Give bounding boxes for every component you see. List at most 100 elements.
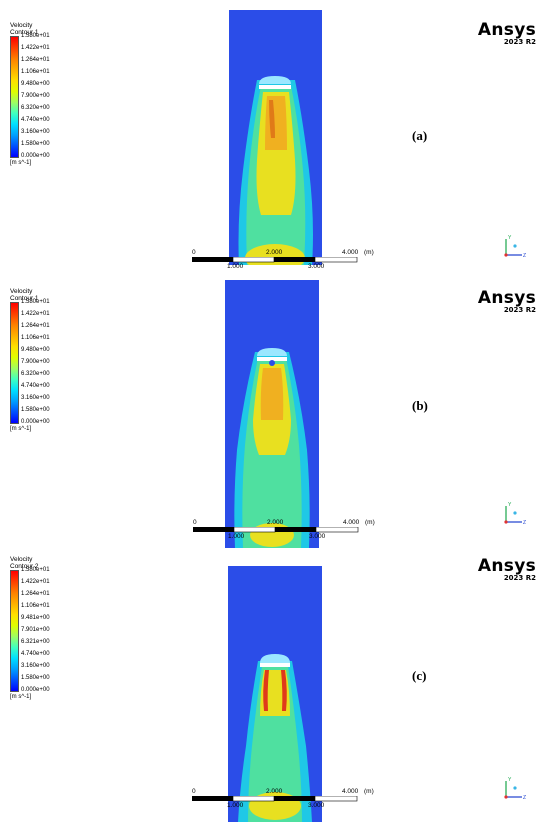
inlet-cap xyxy=(260,654,290,663)
scale-seg-4 xyxy=(315,527,359,533)
colorbar-tick-label: 6.320e+00 xyxy=(21,105,50,111)
axis-triad-icon: Y Z xyxy=(504,502,526,526)
scale-label-4: 4.000 xyxy=(342,249,359,256)
axis-y-label: Y xyxy=(508,777,512,783)
scale-seg-3 xyxy=(275,527,316,532)
velocity-contour-plot xyxy=(229,10,322,265)
scale-bar: 0 2.000 4.000 (m) 1.000 3.000 xyxy=(192,248,374,272)
panel-tag: (b) xyxy=(412,398,428,413)
colorbar xyxy=(10,36,19,158)
contour-band-orange xyxy=(260,368,284,420)
colorbar-tick-label: 1.580e+01 xyxy=(21,33,50,39)
scale-seg-2 xyxy=(233,527,276,533)
contour-jet-red-left xyxy=(263,670,269,711)
axis-z-label: Z xyxy=(523,520,526,526)
scale-label-3: 3.000 xyxy=(308,802,325,809)
scale-bar-segments xyxy=(192,796,358,802)
brand-version: 2023 R2 xyxy=(503,306,536,314)
velocity-contour-plot xyxy=(228,566,322,822)
scale-bar-segments xyxy=(193,527,359,533)
scale-seg-4 xyxy=(314,796,358,802)
colorbar-tick-label: 9.480e+00 xyxy=(21,81,50,87)
scale-label-2: 2.000 xyxy=(266,249,283,256)
ansys-logo: Ansys 2023 R2 xyxy=(478,556,536,582)
brand-name: Ansys xyxy=(477,288,536,308)
legend-subtitle: Contour 1 xyxy=(10,29,39,36)
legend-title: Velocity xyxy=(10,22,33,29)
contour-jet-red-right xyxy=(281,670,287,711)
axis-z-label: Z xyxy=(523,795,526,801)
axis-triad-icon: Y Z xyxy=(504,235,526,259)
legend-title: Velocity xyxy=(10,556,33,563)
colorbar-tick-label: 1.264e+01 xyxy=(21,323,50,329)
colorbar-tick-label: 7.901e+00 xyxy=(21,627,50,633)
scale-label-3: 3.000 xyxy=(308,263,325,270)
scale-seg-2 xyxy=(232,796,275,802)
colorbar-tick-label: 0.000e+00 xyxy=(21,419,50,425)
colorbar-tick-label: 4.740e+00 xyxy=(21,383,50,389)
scale-seg-3 xyxy=(274,257,315,262)
colorbar-tick-label: 1.264e+01 xyxy=(21,57,50,63)
panel-c: Velocity Contour 2 1.580e+01 1.422e+01 1.2… xyxy=(0,550,550,823)
panel-tag: (a) xyxy=(412,128,428,143)
colorbar-tick-label: 1.106e+01 xyxy=(21,603,50,609)
scale-seg-3 xyxy=(274,796,315,801)
scale-seg-1 xyxy=(192,257,233,262)
brand-version: 2023 R2 xyxy=(503,574,536,582)
scale-label-1: 1.000 xyxy=(228,533,245,540)
scale-label-0: 0 xyxy=(193,519,197,526)
colorbar-tick-label: 9.480e+00 xyxy=(21,347,50,353)
colorbar-tick-label: 1.106e+01 xyxy=(21,69,50,75)
axis-triad: Y Z xyxy=(500,500,528,528)
contour-field xyxy=(234,348,310,548)
ansys-logo: Ansys 2023 R2 xyxy=(478,288,536,314)
colorbar-tick-label: 7.900e+00 xyxy=(21,93,50,99)
brand-name: Ansys xyxy=(477,20,536,40)
colorbar-tick-label: 1.422e+01 xyxy=(21,45,50,51)
scale-label-0: 0 xyxy=(192,788,196,795)
axis-triad: Y Z xyxy=(500,775,528,803)
brand-version: 2023 R2 xyxy=(503,38,536,46)
scale-unit: (m) xyxy=(365,519,375,526)
contour-field xyxy=(238,654,312,822)
scale-bar: 0 2.000 4.000 (m) 1.000 3.000 xyxy=(192,787,374,811)
contour-field xyxy=(238,76,313,265)
colorbar-tick-label: 7.900e+00 xyxy=(21,359,50,365)
scale-label-1: 1.000 xyxy=(227,802,244,809)
colorbar-tick-label: 4.740e+00 xyxy=(21,651,50,657)
colorbar-legend: Velocity Contour 1 1.580e+01 1.422e+01 1.2… xyxy=(10,22,50,166)
axis-y-label: Y xyxy=(508,502,512,508)
colorbar-tick-label: 1.422e+01 xyxy=(21,311,50,317)
scale-seg-2 xyxy=(232,257,275,263)
colorbar-tick-label: 1.580e+00 xyxy=(21,675,50,681)
scale-seg-1 xyxy=(193,527,234,532)
colorbar-legend: Velocity Contour 2 1.580e+01 1.422e+01 1.2… xyxy=(10,556,50,700)
ansys-logo: Ansys 2023 R2 xyxy=(478,20,536,46)
scale-seg-4 xyxy=(314,257,358,263)
colorbar xyxy=(10,302,19,424)
colorbar-tick-label: 1.580e+01 xyxy=(21,299,50,305)
panel-tag: (c) xyxy=(412,668,427,683)
axis-y-label: Y xyxy=(508,235,512,241)
inlet-cap xyxy=(257,348,287,356)
colorbar-tick-label: 3.160e+00 xyxy=(21,129,50,135)
scale-seg-1 xyxy=(192,796,233,801)
colorbar-tick-label: 3.160e+00 xyxy=(21,395,50,401)
legend-unit: [m s^-1] xyxy=(10,160,32,166)
scale-unit: (m) xyxy=(364,249,374,256)
scale-label-1: 1.000 xyxy=(227,263,244,270)
contour-core-dark xyxy=(269,100,275,138)
colorbar-tick-label: 4.740e+00 xyxy=(21,117,50,123)
colorbar-tick-label: 0.000e+00 xyxy=(21,687,50,693)
legend-subtitle: Contour 1 xyxy=(10,295,39,302)
velocity-contour-plot xyxy=(225,280,319,548)
colorbar-tick-label: 1.580e+01 xyxy=(21,567,50,573)
colorbar xyxy=(10,570,19,692)
panel-a: Velocity Contour 1 1.580e+01 1.422e+01 1.2… xyxy=(0,0,550,270)
legend-title: Velocity xyxy=(10,288,33,295)
scale-label-3: 3.000 xyxy=(309,533,326,540)
inlet-plate xyxy=(260,663,290,667)
scale-unit: (m) xyxy=(364,788,374,795)
scale-bar: 0 2.000 4.000 (m) 1.000 3.000 xyxy=(193,518,375,542)
inlet-plate xyxy=(257,357,287,361)
